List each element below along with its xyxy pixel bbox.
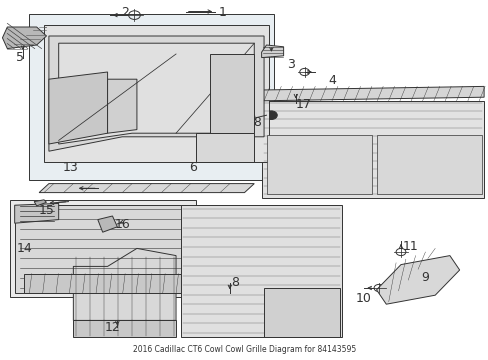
Text: 5: 5	[16, 51, 23, 64]
Text: 16: 16	[114, 219, 130, 231]
Text: 6: 6	[189, 161, 197, 174]
Polygon shape	[15, 203, 59, 223]
Circle shape	[191, 220, 219, 240]
Circle shape	[265, 111, 277, 120]
Polygon shape	[98, 216, 117, 232]
Text: 3: 3	[286, 58, 294, 71]
Polygon shape	[73, 320, 176, 337]
Text: 11: 11	[402, 240, 418, 253]
FancyBboxPatch shape	[29, 14, 273, 180]
Text: 7: 7	[128, 120, 136, 132]
Text: 10: 10	[355, 292, 371, 305]
Circle shape	[281, 178, 295, 189]
Text: 4: 4	[328, 75, 336, 87]
Text: 13: 13	[63, 161, 79, 174]
Circle shape	[442, 157, 466, 175]
Polygon shape	[376, 135, 481, 194]
Polygon shape	[264, 288, 339, 337]
Text: 18: 18	[246, 116, 262, 129]
Polygon shape	[15, 205, 185, 293]
Circle shape	[412, 157, 437, 175]
Circle shape	[216, 220, 243, 240]
Polygon shape	[24, 274, 181, 293]
Polygon shape	[195, 133, 254, 162]
FancyBboxPatch shape	[10, 200, 195, 297]
Text: 8: 8	[230, 276, 238, 289]
Polygon shape	[107, 79, 137, 133]
Polygon shape	[261, 45, 283, 58]
Text: 17: 17	[295, 98, 310, 111]
Text: 12: 12	[104, 321, 120, 334]
Polygon shape	[261, 101, 483, 198]
Circle shape	[246, 243, 271, 261]
Polygon shape	[49, 36, 264, 151]
Polygon shape	[181, 205, 342, 337]
Text: 1: 1	[218, 6, 226, 19]
Polygon shape	[2, 27, 46, 49]
Polygon shape	[266, 135, 371, 194]
Polygon shape	[210, 54, 254, 133]
Text: 15: 15	[39, 204, 54, 217]
Polygon shape	[73, 248, 176, 320]
Polygon shape	[376, 256, 459, 304]
Circle shape	[77, 300, 94, 312]
Polygon shape	[39, 184, 254, 193]
Text: 9: 9	[421, 271, 428, 284]
Text: 14: 14	[17, 242, 32, 255]
Polygon shape	[44, 25, 268, 162]
Polygon shape	[59, 43, 254, 144]
Text: 2: 2	[121, 6, 128, 19]
Circle shape	[273, 155, 303, 176]
Circle shape	[205, 277, 234, 299]
Circle shape	[381, 155, 410, 176]
Circle shape	[283, 227, 303, 241]
Circle shape	[329, 157, 354, 175]
Circle shape	[193, 248, 217, 266]
Circle shape	[305, 157, 329, 175]
Polygon shape	[49, 72, 107, 144]
Text: 2016 Cadillac CT6 Cowl Cowl Grille Diagram for 84143595: 2016 Cadillac CT6 Cowl Cowl Grille Diagr…	[133, 345, 355, 354]
Circle shape	[147, 300, 165, 312]
Polygon shape	[34, 200, 46, 206]
Polygon shape	[261, 86, 483, 101]
